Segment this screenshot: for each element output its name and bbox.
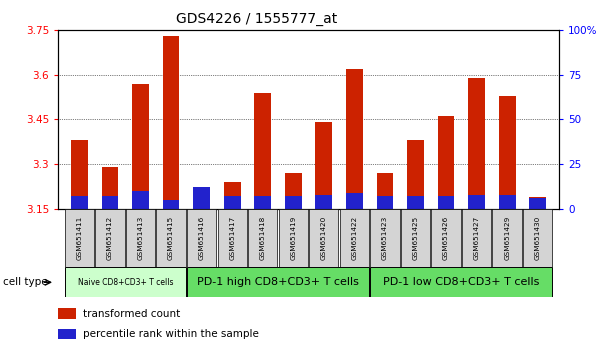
Bar bbox=[407, 196, 424, 209]
Text: GSM651412: GSM651412 bbox=[107, 216, 113, 260]
Bar bbox=[370, 209, 400, 267]
Bar bbox=[254, 93, 271, 209]
Bar bbox=[285, 173, 302, 209]
Bar bbox=[376, 196, 393, 209]
Bar bbox=[462, 209, 491, 267]
Bar bbox=[499, 195, 516, 209]
Bar bbox=[437, 116, 455, 209]
Bar bbox=[492, 209, 522, 267]
Bar bbox=[523, 209, 552, 267]
Text: PD-1 low CD8+CD3+ T cells: PD-1 low CD8+CD3+ T cells bbox=[383, 277, 540, 287]
Bar bbox=[132, 191, 149, 209]
Bar bbox=[407, 140, 424, 209]
Text: cell type: cell type bbox=[3, 277, 48, 287]
Bar bbox=[58, 329, 76, 339]
Bar bbox=[346, 69, 363, 209]
Bar bbox=[187, 267, 369, 297]
Text: GSM651422: GSM651422 bbox=[351, 216, 357, 260]
Bar bbox=[468, 78, 485, 209]
Bar bbox=[309, 209, 338, 267]
Bar bbox=[376, 173, 393, 209]
Bar bbox=[193, 194, 210, 209]
Text: Naive CD8+CD3+ T cells: Naive CD8+CD3+ T cells bbox=[78, 278, 173, 287]
Text: GSM651416: GSM651416 bbox=[199, 216, 205, 260]
Bar bbox=[437, 196, 455, 209]
Bar bbox=[71, 196, 88, 209]
Bar bbox=[499, 96, 516, 209]
Bar bbox=[224, 182, 241, 209]
Bar bbox=[65, 267, 186, 297]
Text: transformed count: transformed count bbox=[83, 309, 180, 319]
Text: percentile rank within the sample: percentile rank within the sample bbox=[83, 329, 259, 339]
Bar bbox=[187, 209, 216, 267]
Bar bbox=[315, 122, 332, 209]
Bar bbox=[370, 267, 552, 297]
Bar bbox=[285, 196, 302, 209]
Text: GSM651427: GSM651427 bbox=[474, 216, 480, 260]
Bar bbox=[132, 84, 149, 209]
Bar bbox=[529, 197, 546, 209]
Text: GSM651426: GSM651426 bbox=[443, 216, 449, 260]
Text: GSM651413: GSM651413 bbox=[137, 216, 144, 260]
Bar bbox=[224, 196, 241, 209]
Bar bbox=[193, 187, 210, 209]
Bar bbox=[340, 209, 369, 267]
Bar bbox=[279, 209, 308, 267]
Bar bbox=[95, 209, 125, 267]
Bar bbox=[346, 193, 363, 209]
Text: GSM651423: GSM651423 bbox=[382, 216, 388, 260]
Bar bbox=[315, 195, 332, 209]
Text: GSM651411: GSM651411 bbox=[76, 216, 82, 260]
Text: GSM651430: GSM651430 bbox=[535, 216, 541, 260]
Bar bbox=[126, 209, 155, 267]
Text: GSM651417: GSM651417 bbox=[229, 216, 235, 260]
Text: GDS4226 / 1555777_at: GDS4226 / 1555777_at bbox=[176, 12, 337, 27]
Bar bbox=[218, 209, 247, 267]
Text: GSM651429: GSM651429 bbox=[504, 216, 510, 260]
Bar bbox=[248, 209, 277, 267]
Bar bbox=[58, 308, 76, 319]
Bar bbox=[468, 195, 485, 209]
Text: GSM651415: GSM651415 bbox=[168, 216, 174, 260]
Bar bbox=[401, 209, 430, 267]
Bar bbox=[529, 198, 546, 209]
Text: PD-1 high CD8+CD3+ T cells: PD-1 high CD8+CD3+ T cells bbox=[197, 277, 359, 287]
Bar bbox=[71, 140, 88, 209]
Bar bbox=[163, 36, 180, 209]
Bar bbox=[101, 196, 119, 209]
Text: GSM651425: GSM651425 bbox=[412, 216, 419, 260]
Text: GSM651418: GSM651418 bbox=[260, 216, 266, 260]
Text: GSM651419: GSM651419 bbox=[290, 216, 296, 260]
Bar bbox=[163, 200, 180, 209]
Bar bbox=[254, 196, 271, 209]
Bar bbox=[65, 209, 94, 267]
Text: GSM651420: GSM651420 bbox=[321, 216, 327, 260]
Bar bbox=[431, 209, 461, 267]
Bar bbox=[156, 209, 186, 267]
Bar bbox=[101, 167, 119, 209]
